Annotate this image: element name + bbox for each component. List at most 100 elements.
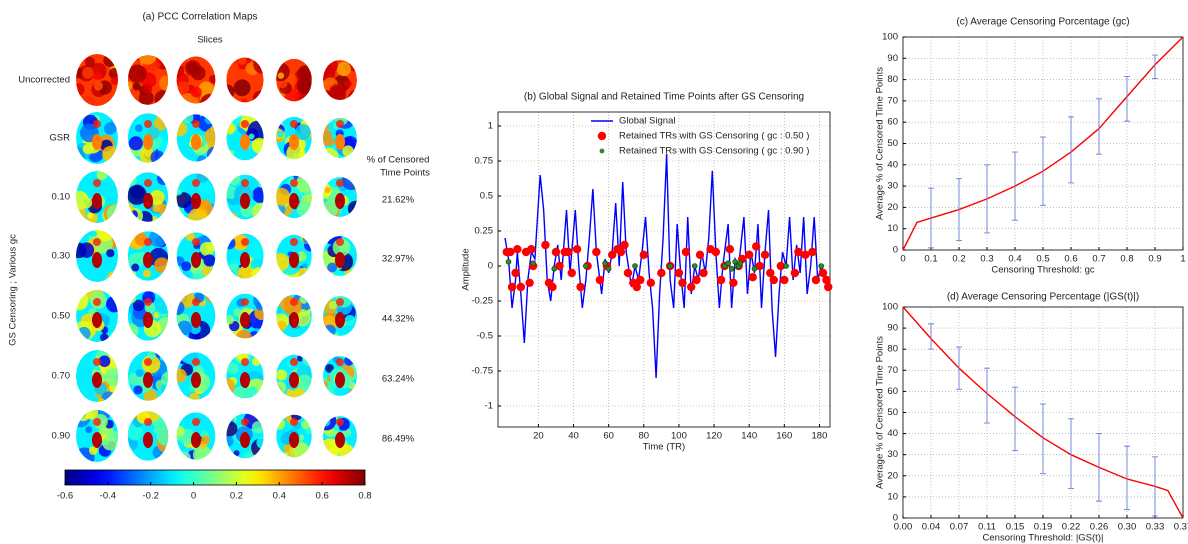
- brain-blob: [227, 362, 239, 375]
- percent-header: % of Censored: [367, 155, 430, 166]
- brain-slice: [226, 413, 264, 459]
- brain-blob: [226, 314, 235, 325]
- y-tick-label: 60: [887, 117, 898, 128]
- brain-blob: [177, 320, 192, 336]
- brain-blob: [161, 372, 169, 386]
- colorbar-tick-label: -0.4: [100, 491, 116, 502]
- x-tick-label: 120: [706, 431, 722, 442]
- brain-blob: [277, 72, 285, 79]
- brain-pcc: [290, 179, 298, 187]
- brain-pcc: [191, 193, 201, 209]
- brain-blob: [85, 426, 93, 434]
- brain-pcc: [290, 358, 298, 366]
- brain-blob: [211, 114, 216, 120]
- brain-blob: [156, 316, 169, 336]
- brain-blob: [251, 421, 264, 434]
- retained-point: [780, 275, 789, 285]
- retained-point: [632, 282, 641, 292]
- brain-blob: [190, 86, 202, 98]
- brain-blob: [176, 391, 183, 399]
- brain-pcc: [241, 298, 249, 306]
- panel-title: (b) Global Signal and Retained Time Poin…: [524, 92, 804, 103]
- retained-point: [513, 245, 522, 254]
- brain-blob: [176, 292, 186, 300]
- brain-blob: [78, 242, 95, 258]
- brain-pcc: [191, 312, 201, 328]
- brain-slice: [323, 118, 357, 158]
- brain-slice: [276, 58, 312, 102]
- brain-pcc: [289, 432, 299, 448]
- brain-slice: [323, 296, 357, 336]
- brain-pcc: [289, 312, 299, 328]
- y-tick-label: 90: [887, 53, 898, 64]
- brain-blob: [155, 55, 169, 66]
- error-bar: [984, 164, 990, 234]
- retained-point: [583, 263, 589, 269]
- brain-blob: [323, 416, 337, 431]
- brain-blob: [106, 295, 118, 313]
- brain-pcc: [240, 252, 250, 268]
- brain-slice: [76, 350, 118, 402]
- brain-pcc: [191, 134, 201, 150]
- brain-blob: [133, 385, 143, 395]
- brain-blob: [208, 74, 216, 84]
- brain-blob: [282, 452, 289, 458]
- brain-blob: [127, 176, 138, 186]
- x-tick-label: 0.11: [978, 522, 996, 533]
- brain-pcc: [241, 418, 249, 426]
- brain-slice: [176, 292, 216, 340]
- y-axis-label: GS Censoring ; Various gc: [8, 234, 19, 346]
- y-tick-label: -0.5: [477, 331, 493, 342]
- brain-pcc: [191, 252, 201, 268]
- x-tick-label: 0.3: [980, 254, 993, 265]
- brain-pcc: [143, 372, 153, 388]
- brain-slice: [276, 294, 312, 338]
- brain-pcc: [241, 358, 249, 366]
- brain-slice: [323, 356, 357, 396]
- x-tick-label: 0.4: [1008, 254, 1021, 265]
- brain-slice: [323, 177, 357, 217]
- retained-point: [751, 265, 758, 272]
- legend-label: Global Signal: [619, 116, 676, 127]
- brain-slice: [323, 416, 357, 456]
- plot-frame: [902, 306, 1184, 519]
- y-tick-label: 30: [887, 449, 898, 460]
- brain-blob: [255, 301, 264, 311]
- brain-blob: [276, 62, 290, 82]
- brain-blob: [97, 397, 105, 402]
- error-bar: [1040, 403, 1046, 475]
- brain-blob: [96, 171, 108, 181]
- retained-point: [607, 250, 617, 259]
- brain-blob: [251, 202, 264, 220]
- brain-pcc: [93, 179, 101, 187]
- row-label: Uncorrected: [18, 75, 70, 86]
- brain-blob: [93, 71, 102, 81]
- brain-pcc: [144, 238, 152, 246]
- brain-blob: [179, 412, 194, 421]
- brain-blob: [154, 89, 169, 105]
- brain-pcc: [191, 372, 201, 388]
- retained-point: [592, 247, 601, 257]
- brain-pcc: [192, 418, 200, 426]
- brain-blob: [111, 331, 118, 342]
- brain-blob: [276, 187, 291, 206]
- y-tick-label: 40: [887, 428, 898, 439]
- brain-blob: [81, 95, 96, 106]
- brain-blob: [226, 421, 238, 437]
- row-label: 0.50: [52, 311, 71, 322]
- brain-blob: [276, 320, 287, 332]
- brain-blob: [204, 127, 216, 146]
- brain-pcc: [335, 312, 345, 328]
- y-tick-label: 70: [887, 95, 898, 106]
- brain-blob: [76, 172, 83, 180]
- brain-blob: [179, 451, 191, 460]
- brain-pcc: [143, 432, 153, 448]
- brain-blob: [328, 301, 338, 310]
- retained-point: [755, 261, 764, 271]
- x-axis-label: Censoring Threshold: gc: [991, 265, 1095, 276]
- brain-slice: [176, 412, 216, 460]
- retained-point: [639, 250, 648, 259]
- brain-blob: [132, 82, 141, 91]
- brain-blob: [248, 133, 255, 140]
- brain-blob: [302, 354, 312, 367]
